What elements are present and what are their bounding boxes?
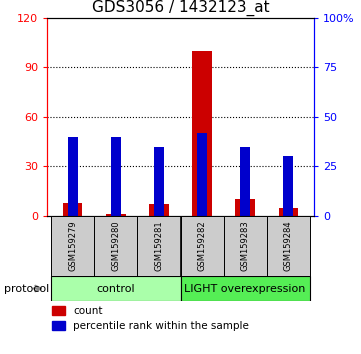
Bar — [106, 214, 126, 216]
Bar — [94, 216, 138, 276]
Bar — [197, 133, 207, 216]
Text: GSM159279: GSM159279 — [68, 221, 77, 272]
Text: LIGHT overexpression: LIGHT overexpression — [184, 284, 306, 293]
Bar — [283, 156, 293, 216]
Text: GSM159282: GSM159282 — [197, 221, 206, 272]
Text: GSM159281: GSM159281 — [155, 221, 164, 272]
Bar — [154, 147, 164, 216]
Bar — [223, 216, 267, 276]
Text: GSM159284: GSM159284 — [284, 221, 293, 272]
Bar — [267, 216, 310, 276]
Bar — [192, 51, 212, 216]
Bar — [279, 208, 298, 216]
Bar — [111, 137, 121, 216]
Title: GDS3056 / 1432123_at: GDS3056 / 1432123_at — [92, 0, 269, 16]
Bar — [68, 137, 78, 216]
Bar — [138, 216, 180, 276]
Bar — [51, 216, 94, 276]
Text: control: control — [96, 284, 135, 293]
Text: GSM159280: GSM159280 — [112, 221, 120, 272]
Bar — [180, 276, 310, 301]
Bar — [149, 204, 169, 216]
Bar — [240, 147, 250, 216]
Text: protocol: protocol — [4, 284, 49, 293]
Bar — [235, 199, 255, 216]
Legend: count, percentile rank within the sample: count, percentile rank within the sample — [52, 306, 249, 331]
Bar — [51, 276, 180, 301]
Bar — [63, 203, 82, 216]
Bar — [180, 216, 223, 276]
Text: GSM159283: GSM159283 — [241, 221, 249, 272]
